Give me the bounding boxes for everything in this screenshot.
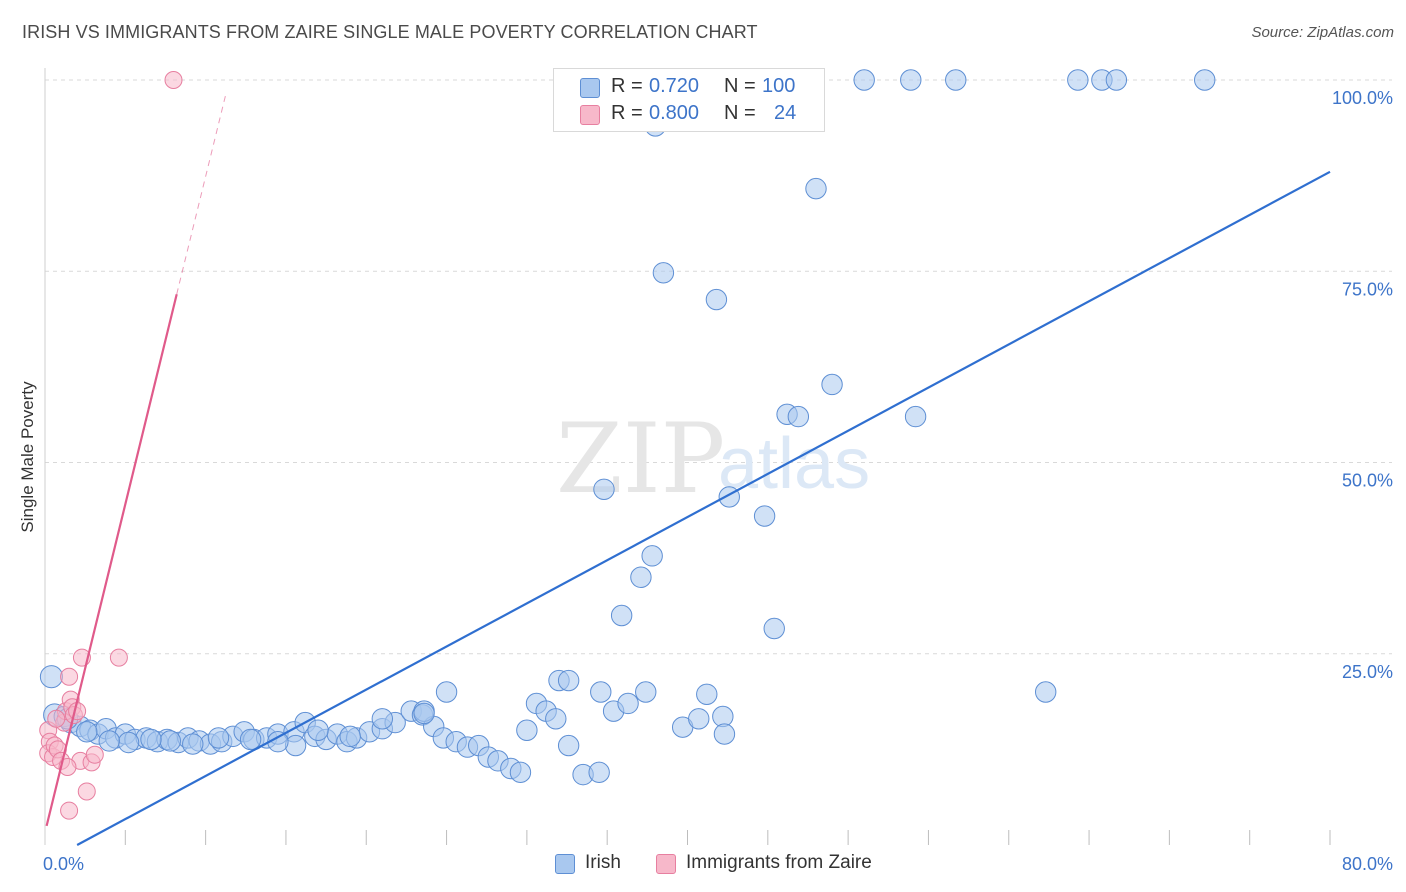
zaire-point-19 bbox=[60, 801, 79, 820]
irish-point-49 bbox=[557, 734, 580, 757]
irish-point-81 bbox=[763, 617, 785, 640]
irish-point-61 bbox=[284, 734, 307, 757]
stats-legend: R = 0.720 N = 100 R = 0.800 N = 24 bbox=[553, 68, 825, 132]
irish-point-100 bbox=[696, 683, 718, 705]
y-tick-label-100: 100.0% bbox=[1332, 88, 1393, 108]
bottom-legend-label-irish: Irish bbox=[585, 852, 621, 873]
irish-point-70 bbox=[76, 721, 98, 743]
watermark-atlas: atlas bbox=[718, 424, 870, 504]
irish-point-54 bbox=[590, 681, 612, 703]
irish-point-65 bbox=[182, 733, 204, 755]
bottom-legend-swatch-zaire bbox=[656, 854, 676, 874]
bottom-legend-label-zaire: Immigrants from Zaire bbox=[686, 852, 872, 873]
irish-point-63 bbox=[239, 728, 262, 751]
grid-layer bbox=[45, 79, 1392, 655]
y-tick-label-75: 75.0% bbox=[1342, 279, 1393, 299]
tick-labels: 25.0% 50.0% 75.0% 100.0% 0.0% 80.0% bbox=[43, 88, 1393, 874]
irish-point-96 bbox=[1105, 69, 1128, 91]
irish-point-82 bbox=[652, 262, 675, 284]
legend-swatch-zaire bbox=[580, 105, 600, 125]
x-tick-label-80: 80.0% bbox=[1342, 854, 1393, 874]
irish-point-97 bbox=[1194, 69, 1216, 91]
irish-point-91 bbox=[853, 69, 875, 91]
legend-irish-n-label: N = bbox=[724, 75, 756, 97]
irish-point-94 bbox=[1067, 69, 1089, 91]
irish-point-67 bbox=[140, 728, 162, 751]
x-tick-label-0: 0.0% bbox=[43, 854, 84, 874]
zaire-trendline-extension bbox=[176, 91, 227, 295]
irish-point-73 bbox=[617, 692, 639, 715]
zaire-point-9 bbox=[60, 667, 79, 686]
irish-point-51 bbox=[588, 761, 610, 784]
legend-zaire-r-value: 0.800 bbox=[649, 102, 700, 124]
legend-zaire-r-label: R = bbox=[611, 102, 643, 124]
zaire-point-18 bbox=[58, 757, 77, 776]
legend-zaire-n-label: N = bbox=[724, 102, 756, 124]
irish-point-78 bbox=[593, 478, 615, 500]
points-layer bbox=[39, 69, 1216, 820]
irish-point-69 bbox=[98, 730, 120, 752]
chart-title: IRISH VS IMMIGRANTS FROM ZAIRE SINGLE MA… bbox=[22, 22, 758, 42]
irish-point-93 bbox=[945, 69, 967, 91]
irish-point-98 bbox=[1034, 681, 1057, 703]
zaire-point-17 bbox=[85, 745, 104, 764]
irish-point-103 bbox=[713, 723, 736, 745]
zaire-point-20 bbox=[77, 782, 96, 801]
irish-point-60 bbox=[307, 719, 329, 741]
y-axis-label: Single Male Poverty bbox=[18, 381, 37, 533]
irish-point-74 bbox=[635, 681, 657, 703]
irish-point-58 bbox=[371, 708, 394, 730]
irish-point-45 bbox=[516, 719, 538, 741]
zaire-point-23 bbox=[47, 709, 66, 728]
irish-point-76 bbox=[630, 566, 652, 588]
y-tick-label-50: 50.0% bbox=[1342, 471, 1393, 491]
irish-point-59 bbox=[339, 725, 361, 748]
legend-irish-n-value: 100 bbox=[762, 75, 796, 97]
legend-irish-r-value: 0.720 bbox=[649, 75, 700, 97]
irish-point-77 bbox=[641, 545, 663, 567]
irish-point-53 bbox=[557, 669, 580, 692]
zaire-trendline bbox=[45, 293, 178, 827]
watermark-zip: ZIP bbox=[556, 403, 725, 515]
irish-point-102 bbox=[688, 708, 710, 730]
irish-point-92 bbox=[900, 69, 922, 91]
irish-point-48 bbox=[545, 708, 567, 730]
zaire-point-22 bbox=[164, 71, 183, 89]
irish-point-85 bbox=[787, 405, 810, 428]
irish-point-64 bbox=[207, 727, 230, 749]
irish-point-83 bbox=[705, 288, 728, 311]
bottom-legend-swatch-irish bbox=[555, 854, 575, 874]
legend-irish-r-label: R = bbox=[611, 75, 643, 97]
trend-layer bbox=[45, 91, 1331, 846]
irish-point-75 bbox=[610, 604, 633, 627]
y-tick-label-25: 25.0% bbox=[1342, 662, 1393, 682]
irish-point-57 bbox=[413, 702, 435, 725]
irish-trendline bbox=[76, 170, 1331, 846]
legend-swatch-irish bbox=[580, 78, 600, 98]
irish-point-86 bbox=[821, 373, 843, 396]
irish-point-55 bbox=[435, 681, 458, 703]
irish-point-87 bbox=[904, 405, 927, 428]
irish-point-44 bbox=[509, 761, 532, 784]
irish-point-88 bbox=[805, 177, 827, 200]
chart-source: Source: ZipAtlas.com bbox=[1251, 24, 1394, 41]
irish-point-66 bbox=[159, 730, 181, 752]
irish-point-68 bbox=[117, 731, 140, 754]
zaire-point-21 bbox=[109, 648, 128, 667]
irish-point-80 bbox=[753, 505, 776, 527]
irish-point-0 bbox=[39, 665, 63, 689]
legend-zaire-n-value: 24 bbox=[774, 102, 797, 124]
watermark: ZIP atlas bbox=[556, 403, 870, 515]
